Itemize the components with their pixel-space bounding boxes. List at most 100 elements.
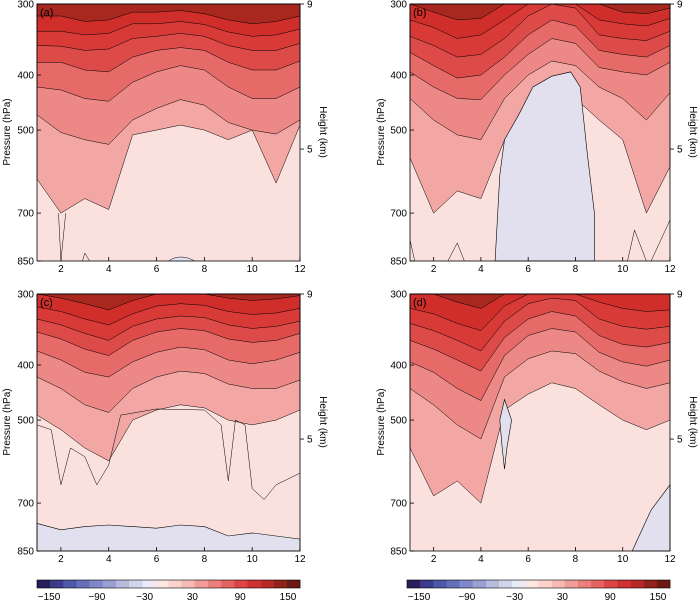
x-tick-label: 6 [525, 264, 531, 275]
y2-tick-label: 9 [677, 290, 683, 301]
panel-d-label: (d) [413, 297, 426, 309]
x-tick-label: 6 [154, 554, 160, 565]
x-tick-label: 12 [664, 554, 676, 565]
colorbar-swatch [102, 580, 117, 588]
x-tick-label: 4 [106, 264, 112, 275]
y-tick-label: 700 [17, 209, 34, 220]
colorbar-tick-label: 90 [235, 592, 247, 602]
panel-c-ylabel: Pressure (hPa) [2, 388, 13, 455]
colorbar-swatch [512, 580, 526, 588]
panel-a-contour-band [36, 3, 301, 25]
y-tick-label: 400 [17, 70, 34, 81]
colorbar-swatch [485, 580, 500, 588]
panel-c-negative-contour [36, 523, 301, 552]
x-tick-label: 2 [431, 554, 437, 565]
panel-c-frame [36, 293, 301, 552]
colorbar-tick-label: −90 [458, 592, 475, 602]
colorbar-swatch [273, 580, 288, 588]
panel-b-contour-line [650, 219, 671, 262]
colorbar-tick-label: −30 [136, 592, 153, 602]
colorbar-swatch [181, 580, 196, 588]
y2-tick-label: 9 [307, 290, 313, 301]
x-tick-label: 2 [58, 554, 64, 565]
y2-tick-label: 9 [677, 0, 683, 11]
colorbar-swatch [643, 580, 658, 588]
x-tick-label: 8 [573, 264, 579, 275]
colorbar-swatch [433, 580, 447, 588]
colorbar-swatch [564, 580, 579, 588]
y2-tick-label: 5 [677, 435, 683, 446]
panel-c-ticks: 2 4 6 8 10 12 300 400 500 700 850 9 5 [17, 290, 313, 566]
x-tick-label: 12 [294, 554, 306, 565]
colorbar-swatch [129, 580, 143, 588]
colorbar-swatch [247, 580, 261, 588]
colorbar-swatch [630, 580, 644, 588]
colorbar-swatch [194, 580, 209, 588]
y-tick-label: 400 [390, 70, 407, 81]
colorbar-tick-label: 150 [650, 592, 667, 602]
y-tick-label: 300 [390, 290, 407, 301]
colorbar-swatch [446, 580, 460, 588]
colorbar-swatch [591, 580, 605, 588]
colorbar-tick-label: 150 [280, 592, 297, 602]
y2-tick-label: 9 [307, 0, 313, 11]
y2-tick-label: 5 [677, 145, 683, 156]
colorbar-swatch [551, 580, 566, 588]
y-tick-label: 400 [390, 360, 407, 371]
colorbar-swatch [50, 580, 64, 588]
panel-d-y2label: Height (km) [687, 396, 698, 448]
colorbar-swatch [617, 580, 631, 588]
panel-d-negative-contour [499, 398, 512, 470]
colorbar-swatch [459, 580, 474, 588]
y-tick-label: 850 [17, 547, 34, 558]
x-tick-label: 6 [154, 264, 160, 275]
colorbar-swatch [538, 580, 552, 588]
colorbar-tick-label: 90 [605, 592, 617, 602]
panel-a-contour-fills [36, 3, 301, 262]
colorbar-tick-label: −150 [408, 592, 431, 602]
colorbar-frame [406, 579, 671, 589]
y-tick-label: 300 [390, 0, 407, 11]
y2-tick-label: 5 [307, 435, 313, 446]
colorbar-tick-label: 30 [187, 592, 199, 602]
x-tick-label: 12 [294, 264, 306, 275]
colorbar-tick-label: −30 [506, 592, 523, 602]
panel-d-ylabel: Pressure (hPa) [376, 388, 387, 455]
panel-a-contour-line [82, 252, 90, 262]
panel-a-ylabel: Pressure (hPa) [2, 98, 13, 165]
y-tick-label: 500 [17, 416, 34, 427]
y-tick-label: 700 [17, 499, 34, 510]
x-tick-label: 4 [106, 554, 112, 565]
panel-d-frame [409, 293, 671, 552]
y-tick-label: 700 [390, 209, 407, 220]
panel-c: (c) Pressure (hPa) Height (km) 2 4 6 8 10 12 3… [2, 290, 328, 566]
panel-a: (a) Pressure (hPa) Height (km) 2 4 6 8 10 12 3… [2, 0, 328, 275]
panel-a-frame [36, 3, 301, 262]
x-tick-label: 12 [664, 264, 676, 275]
colorbar-swatch [577, 580, 592, 588]
x-tick-label: 8 [202, 554, 208, 565]
colorbar-swatch [207, 580, 222, 588]
y2-tick-label: 5 [307, 145, 313, 156]
colorbar-swatch [155, 580, 169, 588]
x-tick-label: 10 [617, 554, 629, 565]
panel-c-y2label: Height (km) [317, 396, 328, 448]
colorbar-swatch [472, 580, 487, 588]
panel-c-contour-line [36, 408, 301, 500]
y-tick-label: 850 [17, 257, 34, 268]
panel-d-contour-fills [409, 293, 671, 552]
colorbar-swatch [499, 580, 513, 588]
panel-b-y2label: Height (km) [687, 106, 698, 158]
x-tick-label: 10 [247, 554, 259, 565]
panel-b-contour-line [409, 239, 415, 262]
colorbar-swatch [656, 580, 671, 588]
colorbar-swatch [286, 580, 301, 588]
x-tick-label: 4 [478, 264, 484, 275]
panel-b: (b) Pressure (hPa) Height (km) 2 4 6 8 10 12 3… [376, 0, 698, 275]
colorbar-swatch [604, 580, 618, 588]
colorbar-swatch [168, 580, 182, 588]
panel-c-contour-fills [36, 293, 301, 552]
colorbar-swatch [260, 580, 274, 588]
panel-c-label: (c) [40, 297, 53, 309]
